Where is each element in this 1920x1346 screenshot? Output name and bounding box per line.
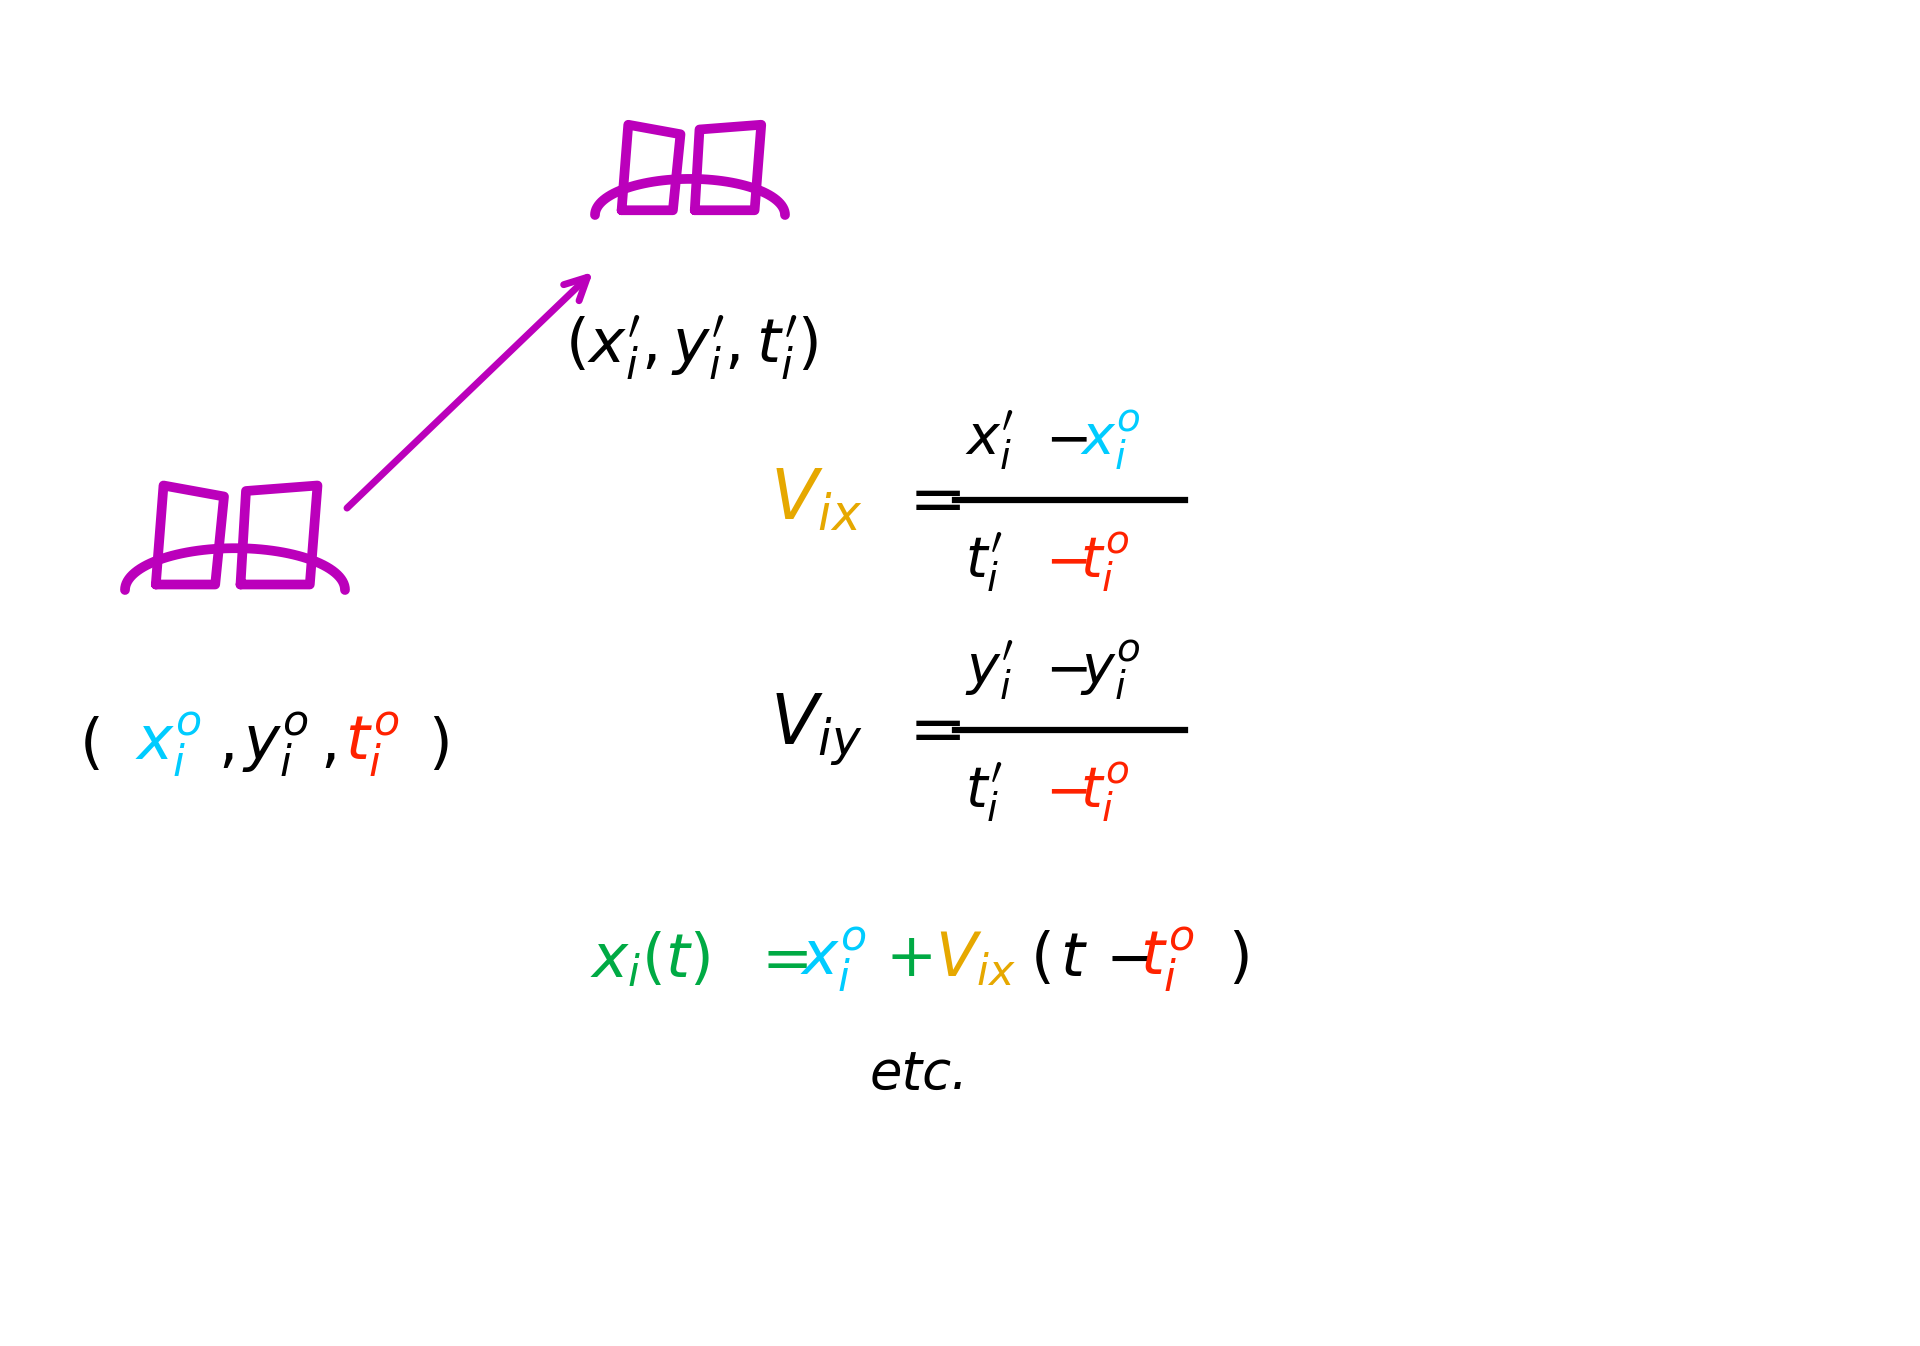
Text: $t_i^o$: $t_i^o$	[1079, 530, 1129, 594]
Text: $t_i^{\prime}$: $t_i^{\prime}$	[966, 532, 1002, 594]
Text: $t_i^o$: $t_i^o$	[1140, 926, 1194, 995]
Text: $-$: $-$	[1044, 413, 1087, 467]
Text: ): )	[428, 716, 451, 774]
Text: $y_i^{\prime}$: $y_i^{\prime}$	[966, 639, 1014, 701]
Text: $x_i^{\prime}$: $x_i^{\prime}$	[966, 409, 1014, 471]
Text: $+$: $+$	[885, 930, 931, 989]
Text: $)$: $)$	[1229, 930, 1248, 989]
Text: $-$: $-$	[1044, 534, 1087, 590]
Text: etc.: etc.	[870, 1049, 970, 1101]
Text: $-$: $-$	[1044, 643, 1087, 697]
Text: ,: ,	[321, 716, 340, 774]
Text: $-$: $-$	[1044, 765, 1087, 818]
Text: $t_i^o$: $t_i^o$	[346, 711, 399, 779]
Text: $(x_i^{\prime}, y_i^{\prime}, t_i^{\prime})$: $(x_i^{\prime}, y_i^{\prime}, t_i^{\prim…	[564, 314, 818, 382]
Text: $V_{ix}$: $V_{ix}$	[770, 467, 862, 533]
Text: $=$: $=$	[895, 696, 962, 763]
Text: $x_i^o$: $x_i^o$	[801, 926, 866, 995]
Text: $V_{iy}$: $V_{iy}$	[770, 692, 862, 769]
Text: $-$: $-$	[1106, 930, 1152, 989]
Text: $x_i^o$: $x_i^o$	[1079, 409, 1140, 471]
Text: $t$: $t$	[1060, 930, 1089, 989]
Text: $y_i^o$: $y_i^o$	[242, 711, 309, 779]
Text: (: (	[81, 716, 104, 774]
Text: $V_{ix}$: $V_{ix}$	[935, 930, 1016, 989]
Text: $x_i^o$: $x_i^o$	[134, 711, 202, 779]
Text: $t_i^o$: $t_i^o$	[1079, 760, 1129, 824]
Text: ,: ,	[219, 716, 238, 774]
Text: $x_i(t)$: $x_i(t)$	[589, 930, 710, 989]
Text: $=$: $=$	[751, 930, 808, 989]
Text: $($: $($	[1029, 930, 1050, 989]
Text: $=$: $=$	[895, 467, 962, 533]
Text: $y_i^o$: $y_i^o$	[1079, 638, 1140, 701]
Text: $t_i^{\prime}$: $t_i^{\prime}$	[966, 760, 1002, 822]
